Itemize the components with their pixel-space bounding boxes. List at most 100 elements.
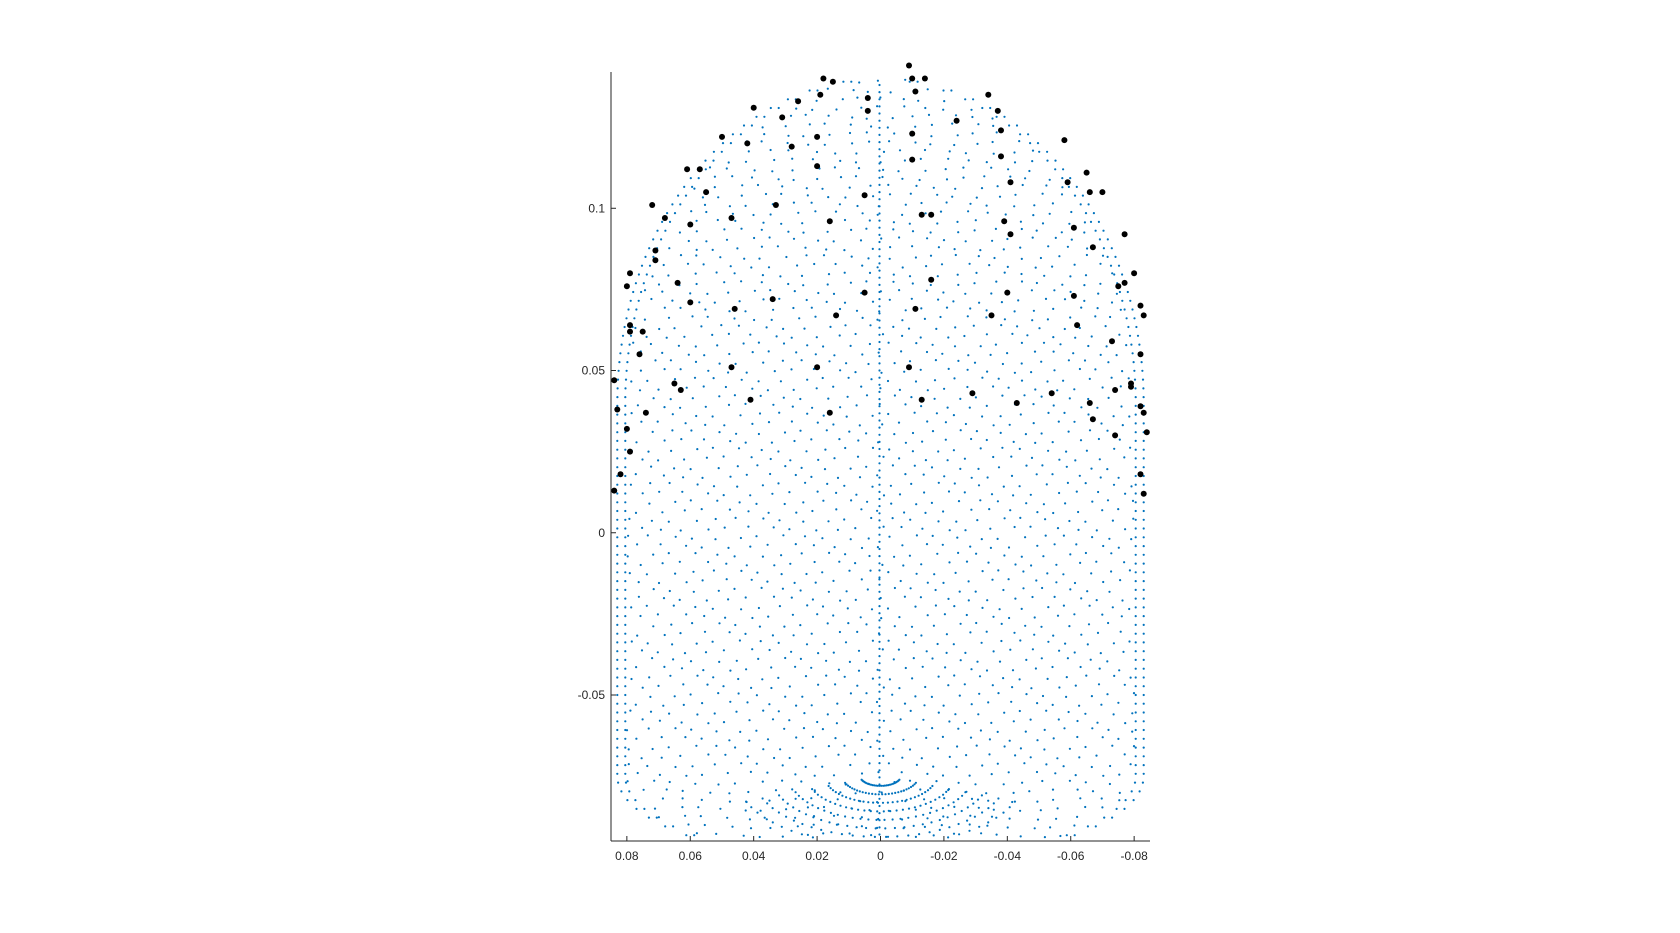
cloud-point: [832, 651, 835, 654]
cloud-point: [726, 771, 729, 775]
cloud-point: [863, 809, 866, 812]
cloud-point: [725, 562, 728, 565]
cloud-point: [627, 763, 630, 766]
cloud-point: [959, 467, 962, 470]
cloud-point: [887, 412, 890, 416]
cloud-point: [991, 117, 994, 120]
cloud-point: [804, 246, 807, 249]
cloud-point: [901, 544, 904, 547]
cloud-point: [649, 710, 653, 713]
cloud-point: [1019, 413, 1022, 416]
cloud-point: [1134, 492, 1137, 495]
landmark-point: [627, 322, 633, 329]
cloud-point: [1040, 360, 1043, 363]
cloud-point: [1087, 413, 1090, 416]
landmark-point: [1083, 169, 1090, 176]
cloud-point: [850, 228, 853, 231]
cloud-point: [1102, 247, 1105, 250]
cloud-point: [904, 403, 907, 406]
cloud-point: [961, 794, 964, 797]
cloud-point: [865, 131, 868, 134]
landmark-point: [998, 127, 1004, 134]
cloud-point: [927, 113, 931, 116]
cloud-point: [780, 573, 783, 576]
cloud-point: [907, 834, 910, 837]
cloud-point: [965, 613, 968, 617]
cloud-point: [798, 809, 801, 813]
cloud-point: [1100, 422, 1103, 425]
cloud-point: [760, 448, 763, 452]
cloud-point: [990, 292, 993, 295]
cloud-point: [1052, 404, 1055, 407]
cloud-point: [656, 613, 660, 616]
cloud-point: [1095, 560, 1098, 563]
cloud-point: [802, 231, 805, 234]
cloud-point: [811, 735, 815, 739]
cloud-point: [624, 562, 627, 565]
cloud-point: [735, 659, 738, 662]
cloud-point: [1111, 606, 1114, 609]
cloud-point: [911, 230, 915, 233]
cloud-point: [656, 229, 659, 232]
cloud-point: [728, 792, 731, 795]
cloud-point: [1083, 221, 1086, 224]
y-tick-label: -0.05: [578, 688, 606, 702]
cloud-point: [1008, 616, 1011, 620]
cloud-point: [1134, 597, 1137, 600]
cloud-point: [695, 414, 698, 418]
cloud-point: [1029, 493, 1032, 496]
cloud-point: [866, 500, 869, 503]
cloud-point: [1017, 299, 1020, 302]
cloud-point: [1047, 411, 1050, 414]
cloud-point: [1131, 308, 1134, 311]
cloud-point: [671, 643, 674, 646]
cloud-point: [696, 448, 699, 451]
cloud-point: [1036, 510, 1039, 514]
cloud-point: [759, 640, 762, 643]
cloud-point: [701, 196, 705, 199]
cloud-point: [878, 240, 881, 244]
cloud-point: [1070, 210, 1073, 214]
cloud-point: [673, 327, 676, 330]
cloud-point: [1065, 695, 1068, 699]
cloud-point: [685, 613, 688, 616]
cloud-point: [901, 266, 904, 269]
cloud-point: [1123, 561, 1126, 564]
cloud-point: [923, 798, 926, 801]
cloud-point: [948, 720, 951, 723]
cloud-point: [876, 213, 879, 216]
cloud-point: [1092, 212, 1095, 215]
landmark-point: [744, 140, 751, 147]
cloud-point: [915, 572, 918, 575]
cloud-point: [767, 350, 770, 353]
cloud-point: [1132, 361, 1135, 364]
landmark-point: [969, 390, 976, 397]
cloud-point: [843, 712, 846, 716]
cloud-point: [624, 728, 627, 732]
cloud-point: [844, 324, 847, 327]
cloud-point: [878, 226, 881, 229]
cloud-point: [771, 821, 774, 824]
cloud-point: [1130, 343, 1133, 346]
cloud-point: [1008, 817, 1011, 820]
cloud-point: [838, 203, 842, 206]
cloud-point: [971, 132, 974, 135]
cloud-point: [707, 722, 710, 725]
cloud-point: [1075, 185, 1078, 188]
cloud-point: [900, 350, 903, 353]
cloud-point: [913, 464, 916, 467]
landmark-point: [1128, 383, 1134, 390]
cloud-point: [968, 262, 971, 265]
cloud-point: [878, 784, 881, 787]
cloud-point: [1019, 809, 1022, 812]
cloud-point: [686, 262, 690, 265]
landmark-point: [1137, 403, 1144, 410]
cloud-point: [1142, 755, 1145, 758]
cloud-point: [1132, 692, 1136, 695]
cloud-point: [1041, 192, 1044, 195]
cloud-point: [952, 801, 955, 804]
cloud-point: [860, 508, 863, 511]
cloud-point: [692, 590, 695, 593]
cloud-point: [1048, 178, 1051, 181]
landmark-point: [1007, 231, 1014, 238]
